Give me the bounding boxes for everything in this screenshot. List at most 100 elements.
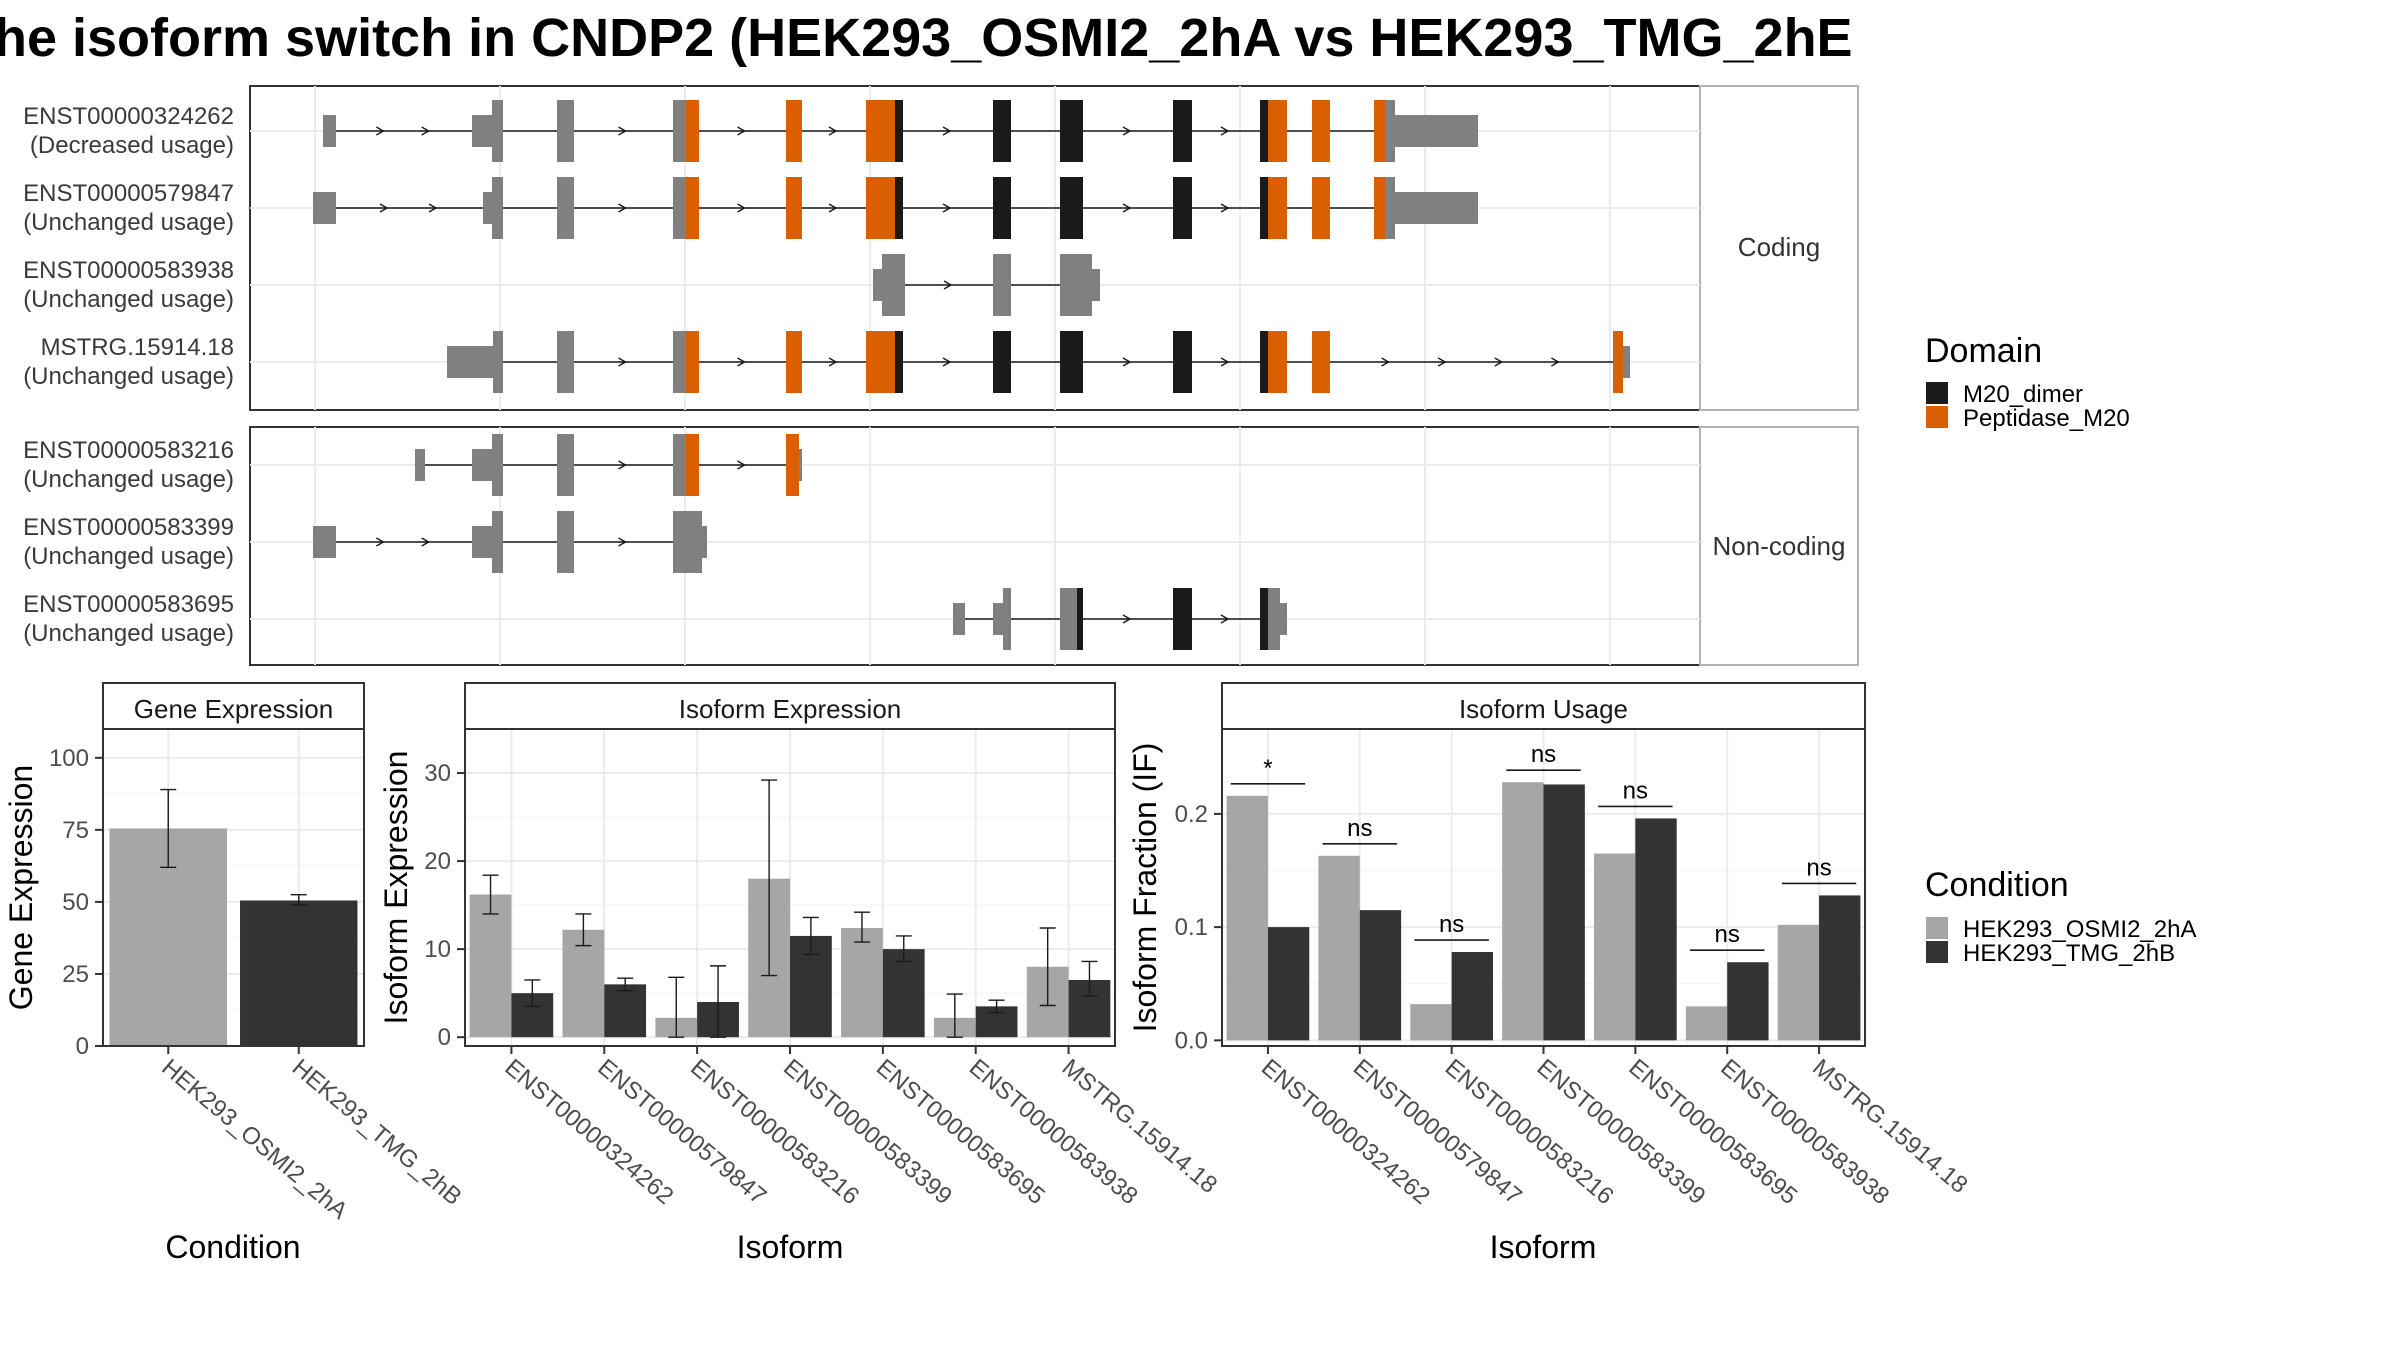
bar-condition-a [1502,782,1544,1041]
peptidase-m20-domain [1374,100,1385,162]
utr-block [1395,115,1478,147]
significance-label: ns [1439,911,1464,938]
intron-direction-arrow [1437,357,1447,367]
intron-direction-arrow [421,126,431,136]
bar-condition-a [841,928,883,1038]
y-tick-label: 0.0 [1175,1027,1208,1054]
transcript-id-label: ENST00000583695 [23,591,234,618]
m20-dimer-domain [1077,588,1083,650]
exon-block [492,511,503,573]
peptidase-m20-domain [1374,177,1385,239]
exon-block [673,434,686,496]
transcript-id-label: ENST00000583216 [23,437,234,464]
intron-direction-arrow [1122,203,1132,213]
bar-condition-b [604,984,647,1038]
significance-label: ns [1715,921,1740,948]
x-tick-label: MSTRG.15914.18 [1807,1054,1973,1199]
chart-strip [464,682,1116,730]
legend-label-peptidase-m20: Peptidase_M20 [1963,405,2130,432]
domain-legend-title: Domain [1925,332,2042,370]
m20-dimer-domain [993,177,1011,239]
peptidase-m20-domain [786,331,802,393]
y-tick-label: 10 [424,936,451,963]
y-tick-label: 0.2 [1175,801,1208,828]
m20-dimer-domain [993,331,1011,393]
transcript-usage-label: (Unchanged usage) [23,286,234,313]
intron-direction-arrow [618,203,627,213]
m20-dimer-domain [1173,100,1192,162]
utr-block [472,115,492,147]
intron-direction-arrow [828,203,838,213]
x-axis-title: Isoform [737,1229,844,1265]
intron-direction-arrow [942,203,952,213]
peptidase-m20-domain [686,177,699,239]
y-tick-label: 25 [62,961,89,988]
chart-2: Isoform Usage 0.0 0.1 0.2 * ns ns ns ns ns ns ENST0… [1127,682,1973,1265]
bottom-charts: Gene Expression0255075100HEK293_OSMI2_2h… [3,682,1973,1265]
exon-block [557,331,574,393]
y-axis-title: Isoform Fraction (IF) [1127,743,1163,1033]
exon-block [492,177,503,239]
intron-direction-arrow [1122,357,1132,367]
intron-direction-arrow [942,126,952,136]
transcript-usage-label: (Unchanged usage) [23,209,234,236]
peptidase-m20-domain [1312,100,1330,162]
intron-direction-arrow [1122,126,1132,136]
peptidase-m20-domain [866,100,895,162]
significance-label: * [1263,755,1272,782]
intron-direction-arrow [737,460,746,470]
bar-condition-b [1451,952,1493,1041]
transcript-usage-label: (Unchanged usage) [23,363,234,390]
peptidase-m20-domain [686,100,699,162]
y-tick-label: 75 [62,817,89,844]
utr-block [472,449,492,481]
bar-condition-a [469,894,512,1038]
exon-block [1060,588,1077,650]
utr-block [323,115,336,147]
gene-model: Coding Non-coding ENST00000324262(Decrea… [23,85,1859,666]
chart-0: Gene Expression0255075100HEK293_OSMI2_2h… [3,682,467,1265]
x-axis-title: Condition [165,1229,300,1265]
utr-block [313,526,336,558]
bar-condition-b [1267,927,1310,1041]
peptidase-m20-domain [1268,177,1287,239]
x-tick-label: MSTRG.15914.18 [1057,1054,1223,1199]
transcript-usage-label: (Unchanged usage) [23,543,234,570]
peptidase-m20-domain [786,177,802,239]
utr-block [1092,269,1100,301]
intron-direction-arrow [379,203,389,213]
x-tick-label: ENST00000583399 [778,1054,957,1210]
m20-dimer-domain [1060,100,1083,162]
exon-block [493,331,503,393]
intron-direction-arrow [1220,357,1230,367]
x-tick-label: ENST00000583695 [871,1054,1050,1210]
significance-label: ns [1347,815,1372,842]
y-tick-label: 0 [438,1024,451,1051]
exon-block [557,511,574,573]
bar-condition-b [1635,818,1677,1041]
coding-strip-label: Coding [1738,232,1820,262]
m20-dimer-domain [993,100,1011,162]
transcript-id-label: ENST00000579847 [23,180,234,207]
transcript-id-label: MSTRG.15914.18 [41,334,234,361]
utr-block [1395,192,1478,224]
chart-title: Isoform Usage [1459,694,1628,724]
intron-direction-arrow [1220,614,1230,624]
transcript-usage-label: (Decreased usage) [30,132,234,159]
intron-direction-arrow [737,203,746,213]
exon-block [1385,177,1395,239]
intron-direction-arrow [375,537,385,547]
exon-block [673,331,686,393]
transcript-id-label: ENST00000583938 [23,257,234,284]
m20-dimer-domain [895,177,903,239]
transcript-track [873,254,1100,316]
peptidase-m20-domain [866,331,895,393]
x-tick-label: ENST00000583938 [964,1054,1143,1210]
utr-block [873,269,882,301]
utr-block [1623,346,1630,378]
legend-label-condition-a: HEK293_OSMI2_2hA [1963,916,2196,943]
peptidase-m20-domain [686,434,699,496]
transcript-id-label: ENST00000583399 [23,514,234,541]
y-tick-label: 20 [424,848,451,875]
y-tick-label: 0.1 [1175,914,1208,941]
